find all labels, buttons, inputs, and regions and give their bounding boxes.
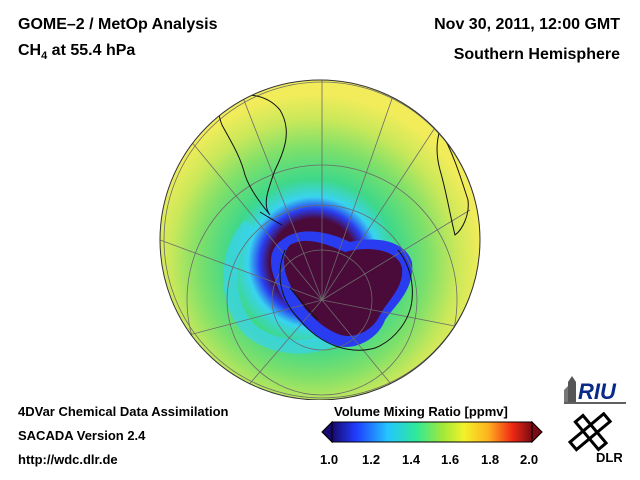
colorbar-gradient <box>331 421 533 443</box>
species-level: at 55.4 hPa <box>47 42 136 59</box>
colorbar-tick: 1.6 <box>441 452 460 467</box>
riu-logo: RIU <box>564 376 626 404</box>
colorbar-max-arrow <box>531 420 543 444</box>
globe-outline <box>159 79 481 400</box>
version-label: SACADA Version 2.4 <box>18 428 146 443</box>
assimilation-label: 4DVar Chemical Data Assimilation <box>18 404 229 419</box>
region-label: Southern Hemisphere <box>453 46 620 63</box>
url-label: http://wdc.dlr.de <box>18 452 118 467</box>
riu-logo-text: RIU <box>578 379 617 404</box>
colorbar-tick: 1.2 <box>362 452 381 467</box>
colorbar-tick: 2.0 <box>520 452 539 467</box>
datetime-label: Nov 30, 2011, 12:00 GMT <box>434 16 620 33</box>
colorbar-tick: 1.0 <box>320 452 339 467</box>
graticule <box>160 80 480 400</box>
coastlines <box>218 94 469 351</box>
vortex-core <box>284 240 403 336</box>
cyan-filament <box>223 220 334 354</box>
colorbar <box>321 420 543 444</box>
species-subscript: 4 <box>41 50 48 63</box>
map-title: GOME–2 / MetOp Analysis <box>18 16 218 33</box>
dlr-logo-text: DLR <box>596 450 622 465</box>
dlr-logo: DLR <box>567 412 622 465</box>
colorbar-title: Volume Mixing Ratio [ppmv] <box>334 404 508 419</box>
species-main: CH <box>18 42 42 59</box>
colorbar-tick: 1.4 <box>402 452 421 467</box>
colorbar-tick: 1.8 <box>481 452 500 467</box>
species-label: CH4 at 55.4 hPa <box>18 42 135 62</box>
globe-map <box>159 79 481 400</box>
colorbar-min-arrow <box>321 420 333 444</box>
